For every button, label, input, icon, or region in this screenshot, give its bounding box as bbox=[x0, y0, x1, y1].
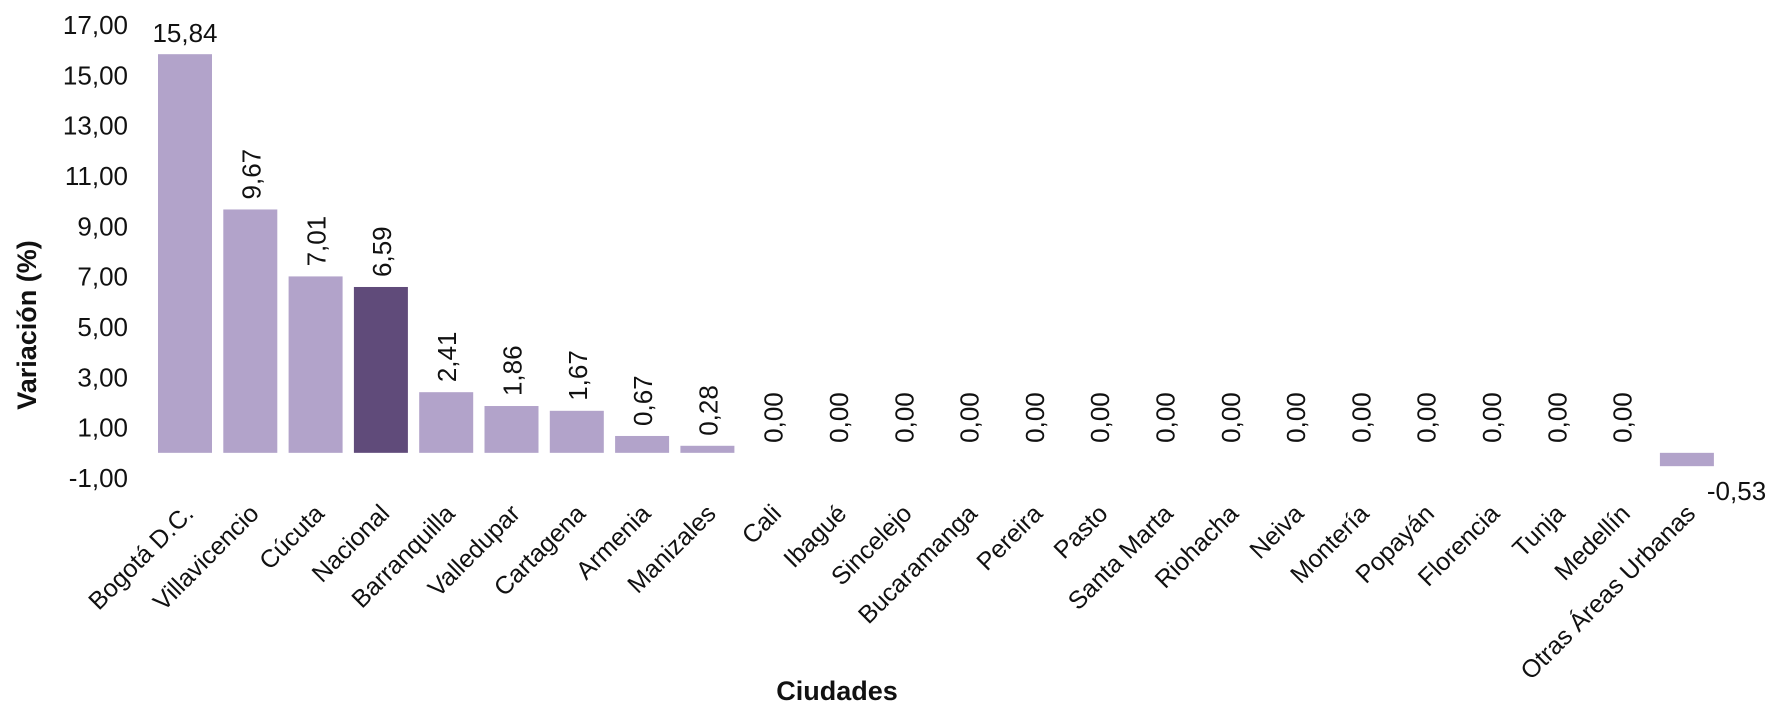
data-label: 9,67 bbox=[236, 149, 266, 200]
bar bbox=[549, 410, 604, 453]
bar bbox=[680, 445, 735, 453]
category-label: Bucaramanga bbox=[853, 499, 983, 629]
bars bbox=[158, 54, 1714, 467]
data-label: -0,53 bbox=[1707, 476, 1766, 506]
data-label: 0,00 bbox=[889, 392, 919, 443]
data-label: 0,00 bbox=[1216, 392, 1246, 443]
bar bbox=[223, 209, 278, 453]
bar bbox=[484, 406, 539, 453]
y-tick-label: 5,00 bbox=[77, 312, 128, 342]
x-axis-title: Ciudades bbox=[776, 676, 898, 704]
data-label: 7,01 bbox=[302, 216, 332, 267]
y-tick-label: 7,00 bbox=[77, 262, 128, 292]
data-label: 0,00 bbox=[1542, 392, 1572, 443]
y-axis-ticks: 17,00 15,00 13,00 11,00 9,00 7,00 5,00 3,00 1,00… bbox=[63, 10, 128, 493]
y-tick-label: 3,00 bbox=[77, 362, 128, 392]
data-labels: 15,84 9,67 7,01 6,59 2,41 1,86 1,67 0,67 0,28 0,0… bbox=[152, 18, 1766, 506]
data-label: 1,67 bbox=[563, 350, 593, 401]
category-label: Cali bbox=[737, 499, 787, 549]
data-label: 0,00 bbox=[1346, 392, 1376, 443]
bar bbox=[353, 286, 408, 453]
data-label: 0,00 bbox=[824, 392, 854, 443]
data-label: 0,00 bbox=[1020, 392, 1050, 443]
data-label: 0,00 bbox=[1477, 392, 1507, 443]
bar bbox=[158, 54, 212, 453]
data-label: 0,28 bbox=[693, 385, 723, 436]
category-label: Pereira bbox=[971, 499, 1048, 576]
data-label: 0,00 bbox=[1085, 392, 1115, 443]
category-labels: Bogotá D.C.VillavicencioCúcutaNacionalBa… bbox=[83, 499, 1701, 686]
data-label: 6,59 bbox=[367, 226, 397, 277]
data-label: 0,00 bbox=[1608, 392, 1638, 443]
y-tick-label: 11,00 bbox=[65, 161, 128, 191]
bar bbox=[1659, 452, 1714, 467]
y-tick-label: 1,00 bbox=[77, 413, 128, 443]
bar bbox=[419, 392, 474, 453]
data-label: 0,00 bbox=[1412, 392, 1442, 443]
y-tick-label: -1,00 bbox=[69, 463, 128, 493]
data-label: 1,86 bbox=[498, 345, 528, 396]
data-label: 0,00 bbox=[759, 392, 789, 443]
data-label: 0,67 bbox=[628, 375, 658, 426]
y-tick-label: 9,00 bbox=[77, 211, 128, 241]
data-label: 0,00 bbox=[955, 392, 985, 443]
y-tick-label: 17,00 bbox=[63, 10, 128, 40]
data-label: 0,00 bbox=[1281, 392, 1311, 443]
bar bbox=[615, 435, 670, 453]
data-label: 0,00 bbox=[1151, 392, 1181, 443]
y-tick-label: 13,00 bbox=[63, 111, 128, 141]
data-label: 2,41 bbox=[432, 332, 462, 383]
y-tick-label: 15,00 bbox=[63, 60, 128, 90]
y-axis-title: Variación (%) bbox=[12, 240, 42, 410]
bar bbox=[288, 276, 343, 453]
data-label: 15,84 bbox=[152, 18, 217, 48]
